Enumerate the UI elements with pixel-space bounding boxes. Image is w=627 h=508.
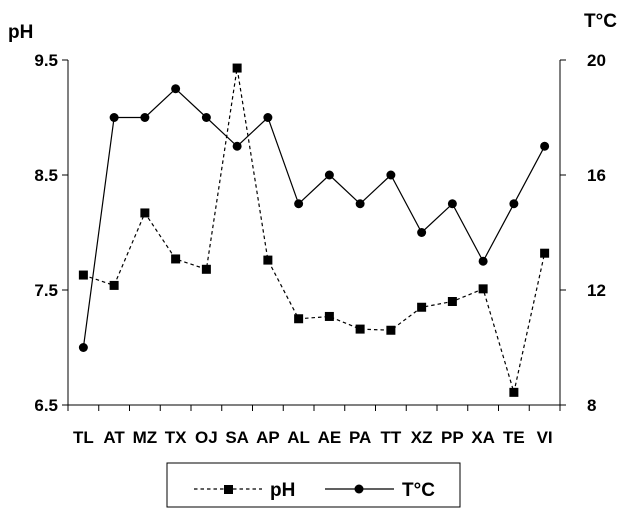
x-tick-label: AL — [287, 428, 310, 447]
x-tick-label: TT — [380, 428, 401, 447]
temp-data-point — [386, 170, 396, 180]
ph-data-point — [140, 208, 150, 218]
temp-data-point — [509, 199, 519, 209]
temp-data-point — [140, 113, 150, 122]
ph-data-point — [324, 311, 334, 321]
x-tick-label: AE — [318, 428, 342, 447]
legend-temp-marker — [354, 484, 364, 494]
y-right-tick-label: 20 — [587, 51, 606, 70]
y-left-axis-title: pH — [8, 22, 33, 43]
x-tick-label: PP — [441, 428, 464, 447]
legend-ph-label: pH — [270, 480, 295, 501]
legend-ph-marker — [224, 485, 233, 494]
ph-data-point — [109, 280, 119, 290]
ph-data-point — [355, 324, 365, 334]
ph-data-point — [232, 63, 242, 73]
x-tick-label: AT — [103, 428, 125, 447]
y-right-tick-label: 16 — [587, 166, 606, 185]
x-tick-label: MZ — [133, 428, 158, 447]
x-tick-label: TX — [165, 428, 187, 447]
temp-series-line — [82, 87, 546, 348]
temp-data-point — [78, 343, 88, 352]
legend-temp-label: T°C — [402, 480, 435, 501]
ph-data-point — [201, 264, 211, 274]
temp-data-point — [478, 256, 488, 266]
ph-data-point — [78, 270, 88, 280]
temp-data-point — [355, 199, 365, 209]
temp-data-point — [232, 141, 242, 151]
ph-data-point — [417, 302, 427, 312]
y-right-tick-label: 8 — [587, 396, 596, 415]
x-tick-label: XZ — [411, 428, 433, 447]
temp-data-point — [171, 84, 181, 94]
temp-data-point — [324, 170, 334, 180]
temp-data-point — [294, 199, 304, 209]
x-tick-label: SA — [225, 428, 249, 447]
temp-data-point — [263, 113, 273, 122]
ph-data-point — [386, 325, 396, 335]
ph-data-point — [171, 254, 181, 264]
ph-data-point — [478, 284, 488, 294]
ph-data-point — [294, 314, 304, 324]
y-left-tick-label: 8.5 — [34, 166, 58, 185]
x-tick-label: TL — [73, 428, 94, 447]
axes — [62, 59, 566, 411]
y-left-tick-label: 7.5 — [34, 281, 58, 300]
x-tick-label: OJ — [195, 428, 218, 447]
x-tick-label: XA — [471, 428, 495, 447]
x-tick-label: AP — [256, 428, 280, 447]
y-left-tick-label: 6.5 — [34, 396, 58, 415]
temp-data-point — [447, 199, 457, 209]
y-right-tick-label: 12 — [587, 281, 606, 300]
temp-data-point — [201, 113, 211, 122]
legend: pH T°C — [166, 462, 461, 508]
temp-data-point — [109, 113, 119, 122]
ph-data-point — [447, 297, 457, 306]
plot-series — [78, 63, 550, 397]
x-tick-label: PA — [349, 428, 371, 447]
temp-data-point — [540, 141, 550, 151]
tick-labels: 6.5 7.5 8.5 9.5 8 12 16 20 TL AT MZ TX OJ SA AP AL AE PA T… — [34, 51, 606, 447]
y-left-tick-label: 9.5 — [34, 51, 58, 70]
ph-series-line — [83, 68, 546, 395]
x-tick-label: VI — [537, 428, 553, 447]
x-tick-label: TE — [503, 428, 525, 447]
y-right-axis-title: T°C — [584, 11, 617, 32]
ph-data-point — [509, 387, 519, 397]
temp-data-point — [417, 228, 427, 237]
ph-data-point — [540, 248, 550, 258]
ph-data-point — [263, 255, 273, 265]
legend-box — [166, 462, 461, 508]
